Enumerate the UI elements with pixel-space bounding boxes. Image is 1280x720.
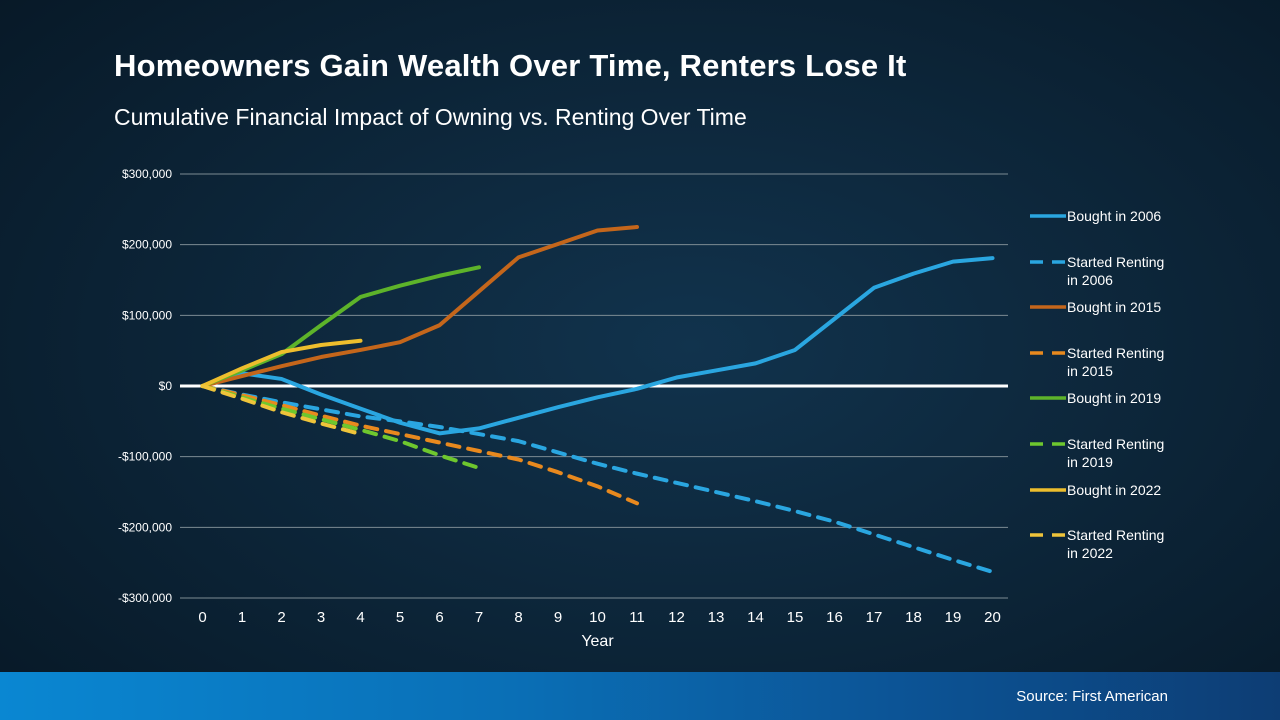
solid-line-swatch-icon [1030, 214, 1066, 218]
legend-item-started-renting-in-2019: Started Renting in 2019 [1030, 435, 1185, 481]
legend-label: Bought in 2022 [1067, 481, 1162, 498]
legend-item-started-renting-in-2006: Started Renting in 2006 [1030, 253, 1185, 299]
series-line-started-renting-in-2006 [200, 384, 995, 574]
solid-line-swatch-icon [1030, 305, 1066, 309]
x-tick-label: 6 [435, 609, 443, 626]
series-line-started-renting-in-2022 [200, 384, 363, 437]
y-tick-label: $300,000 [122, 167, 172, 181]
x-tick-label: 16 [826, 609, 843, 626]
chart-legend: Bought in 2006 Started Renting in 2006 Bou… [1030, 207, 1185, 572]
x-tick-label: 8 [514, 609, 522, 626]
x-tick-label: 9 [554, 609, 562, 626]
page-title: Homeowners Gain Wealth Over Time, Renter… [114, 48, 907, 83]
dashed-line-swatch-icon [1030, 259, 1066, 264]
series-line-bought-in-2022 [200, 338, 363, 388]
legend-item-bought-in-2022: Bought in 2022 [1030, 481, 1185, 527]
y-tick-label: -$200,000 [118, 520, 172, 534]
x-tick-label: 15 [787, 609, 804, 626]
dashed-line-swatch-icon [1030, 533, 1066, 537]
series-line-started-renting-in-2015 [200, 384, 639, 506]
y-tick-label: -$100,000 [118, 450, 172, 464]
x-tick-label: 1 [238, 609, 246, 626]
legend-label: Started Renting in 2015 [1067, 344, 1165, 379]
footer-bar: Source: First American [0, 672, 1280, 720]
solid-line-swatch-icon [1030, 396, 1066, 401]
series-line-bought-in-2006 [200, 256, 995, 436]
page-subtitle: Cumulative Financial Impact of Owning vs… [114, 104, 747, 130]
legend-label: Bought in 2015 [1067, 299, 1162, 316]
x-tick-label: 13 [708, 609, 725, 626]
source-note: Source: First American [1016, 687, 1168, 705]
x-tick-label: 11 [629, 609, 645, 626]
legend-item-bought-in-2019: Bought in 2019 [1030, 389, 1185, 435]
solid-line-swatch-icon [1030, 487, 1066, 492]
x-tick-label: 12 [668, 609, 685, 626]
series-line-bought-in-2015 [200, 225, 639, 388]
x-tick-label: 5 [396, 609, 404, 626]
x-tick-label: 10 [589, 609, 606, 626]
y-tick-label: $100,000 [122, 308, 172, 322]
x-tick-label: 17 [866, 609, 883, 626]
x-tick-label: 18 [905, 609, 922, 626]
x-tick-label: 2 [277, 609, 285, 626]
legend-item-started-renting-in-2022: Started Renting in 2022 [1030, 526, 1185, 572]
legend-label: Started Renting in 2019 [1067, 435, 1165, 470]
legend-item-bought-in-2015: Bought in 2015 [1030, 298, 1185, 344]
x-tick-label: 19 [945, 609, 962, 626]
dashed-line-swatch-icon [1030, 351, 1066, 355]
y-tick-label: $0 [159, 379, 173, 393]
legend-label: Bought in 2019 [1067, 390, 1162, 407]
y-tick-label: -$300,000 [118, 591, 172, 605]
legend-label: Started Renting in 2022 [1067, 527, 1165, 562]
x-axis-title: Year [581, 633, 614, 650]
legend-label: Started Renting in 2006 [1067, 253, 1165, 288]
x-tick-label: 14 [747, 609, 764, 626]
dashed-line-swatch-icon [1030, 442, 1066, 446]
legend-item-started-renting-in-2015: Started Renting in 2015 [1030, 344, 1185, 390]
x-tick-label: 20 [984, 609, 1001, 626]
x-tick-label: 7 [475, 609, 483, 626]
x-tick-label: 3 [317, 609, 325, 626]
x-tick-label: 0 [198, 609, 206, 626]
y-tick-label: $200,000 [122, 238, 172, 252]
legend-item-bought-in-2006: Bought in 2006 [1030, 207, 1185, 253]
x-tick-label: 4 [356, 609, 364, 626]
legend-label: Bought in 2006 [1067, 208, 1162, 224]
